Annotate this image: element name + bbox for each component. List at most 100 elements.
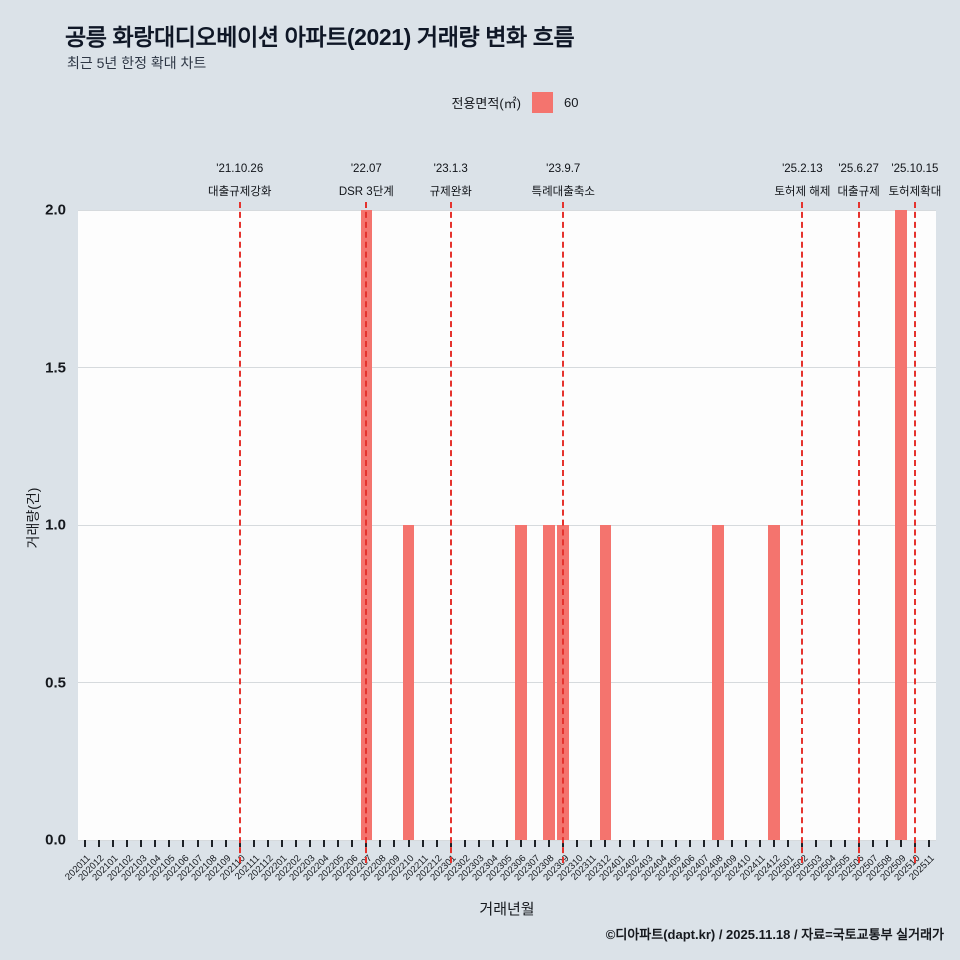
- bar-202312[interactable]: [599, 525, 612, 840]
- x-tick: [98, 840, 101, 847]
- x-tick: [646, 840, 649, 847]
- legend: 전용면적(㎡) 60: [35, 92, 960, 113]
- x-tick: [112, 840, 115, 847]
- bar-chart: 0.0 0.5 1.0 1.5 2.0 202011 202012 202101 202102 2…: [45, 163, 941, 883]
- footer-credit: ©디아파트(dapt.kr) / 2025.11.18 / 자료=국토교통부 실…: [605, 927, 944, 942]
- x-tick: [210, 840, 213, 847]
- legend-label: 전용면적(㎡): [451, 96, 522, 111]
- x-tick: [182, 840, 185, 847]
- event-label: DSR 3단계: [338, 186, 394, 198]
- x-tick: [309, 840, 312, 847]
- x-tick: [506, 840, 508, 847]
- x-tick: [871, 840, 874, 847]
- legend-swatch: [532, 92, 554, 113]
- x-tick: [576, 840, 579, 847]
- x-tick: [140, 840, 143, 847]
- event-label: 규제완화: [429, 186, 472, 198]
- gridline: [78, 682, 936, 683]
- x-tick: [477, 840, 480, 847]
- bar-202306[interactable]: [515, 525, 527, 840]
- y-tick-label: 1.0: [45, 516, 66, 534]
- x-tick: [491, 840, 494, 847]
- x-tick: [927, 840, 930, 847]
- x-tick: [702, 840, 705, 847]
- x-tick: [407, 840, 410, 847]
- x-tick: [252, 840, 255, 847]
- x-tick: [745, 840, 748, 847]
- gridline: [78, 209, 936, 211]
- x-tick: [520, 840, 523, 847]
- event-label: 대출규제강화: [208, 186, 272, 198]
- event-date: '25.6.27: [838, 163, 879, 175]
- x-tick: [773, 840, 776, 847]
- x-tick: [224, 840, 227, 847]
- event-date: '22.07: [350, 163, 382, 175]
- page-subtitle: 최근 5년 한정 확대 차트: [67, 55, 207, 71]
- x-tick: [548, 840, 551, 847]
- event-line-202110: [238, 202, 241, 863]
- x-tick: [759, 840, 762, 847]
- gridline: [78, 524, 936, 526]
- x-tick: [632, 840, 635, 847]
- bar-202408[interactable]: [712, 525, 724, 840]
- x-axis-title: 거래년월: [479, 901, 535, 918]
- bar-202308[interactable]: [543, 525, 555, 840]
- x-tick: [674, 840, 677, 847]
- x-tick: [196, 840, 199, 847]
- x-tick: [393, 840, 396, 847]
- x-tick: [885, 840, 888, 847]
- event-label: 토허제 해제: [774, 186, 831, 198]
- event-line-202207: [365, 202, 368, 863]
- x-tick: [899, 840, 902, 847]
- event-date: '21.10.26: [216, 163, 264, 175]
- y-tick-label: 1.5: [45, 359, 66, 376]
- event-date: '25.2.13: [782, 163, 823, 175]
- x-tick: [379, 840, 382, 847]
- event-line-202506: [857, 202, 860, 863]
- x-tick: [463, 840, 466, 847]
- x-tick: [351, 840, 354, 847]
- event-label: 특례대출축소: [531, 186, 595, 198]
- event-line-202309: [562, 202, 565, 863]
- x-tick: [323, 840, 326, 847]
- event-line-202510: [913, 202, 916, 863]
- x-tick: [618, 840, 621, 847]
- gridline: [78, 367, 936, 368]
- event-date: '23.1.3: [433, 163, 468, 175]
- x-tick: [731, 840, 734, 847]
- page-title: 공릉 화랑대디오베이션 아파트(2021) 거래량 변화 흐름: [65, 24, 575, 50]
- x-tick: [843, 840, 846, 847]
- x-tick: [295, 840, 298, 847]
- x-tick: [815, 840, 818, 847]
- x-tick: [280, 840, 283, 847]
- x-tick: [168, 840, 171, 847]
- x-tick: [688, 840, 691, 847]
- y-tick-label: 0.5: [45, 674, 66, 691]
- y-tick-label: 0.0: [45, 831, 66, 849]
- x-tick: [421, 840, 424, 847]
- x-tick: [604, 840, 607, 847]
- x-tick: [154, 840, 157, 847]
- x-tick: [716, 840, 719, 847]
- x-tick: [84, 840, 87, 847]
- x-tick: [534, 840, 537, 847]
- event-label: 토허제확대: [888, 186, 942, 198]
- event-date: '25.10.15: [891, 163, 939, 175]
- x-tick: [266, 840, 269, 847]
- bar-202412[interactable]: [768, 525, 780, 840]
- x-tick: [435, 840, 438, 847]
- bar-202509[interactable]: [895, 210, 907, 840]
- x-tick: [787, 840, 790, 847]
- event-line-202502: [801, 202, 804, 863]
- event-line-202301: [449, 202, 452, 863]
- x-tick: [590, 840, 593, 847]
- x-tick: [660, 840, 663, 847]
- x-tick: [126, 840, 129, 847]
- event-label: 대출규제: [837, 186, 880, 198]
- legend-value: 60: [564, 95, 579, 110]
- x-tick: [337, 840, 340, 847]
- y-tick-label: 2.0: [45, 201, 66, 219]
- x-tick: [829, 840, 832, 847]
- bar-202210[interactable]: [402, 525, 415, 840]
